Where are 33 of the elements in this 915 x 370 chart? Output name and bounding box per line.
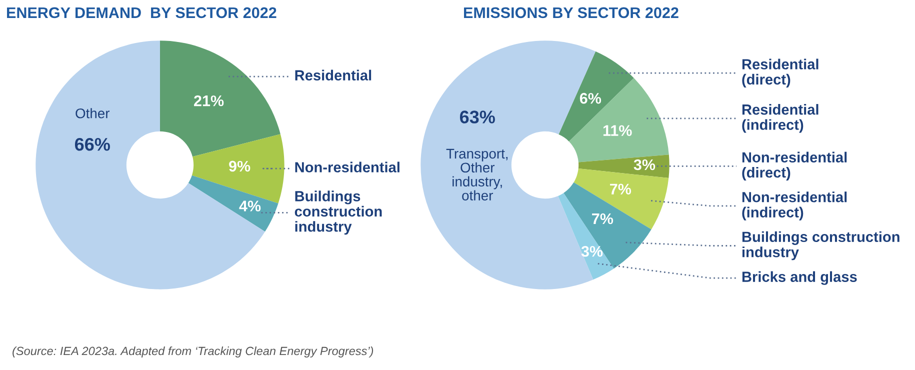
donut-slice [574,168,669,230]
data-label: 3% [634,159,656,170]
slice-label: Non-residential (direct) [742,152,847,181]
slice-label: Non-residential [295,162,400,172]
donut-slice [160,40,280,157]
slice-label: Residential [295,70,372,80]
donut-slice [36,40,265,290]
donut-slice [558,51,634,142]
slice-label: Other [76,108,110,118]
data-label: 4% [239,200,261,212]
donut-slice [578,154,670,178]
slice-label: Buildings construction industry [742,231,900,260]
slice-label: Non-residential (indirect) [742,192,847,220]
donut-slice [564,182,652,269]
slice-label: Transport, Other industry, other [446,148,508,200]
donut-slice [558,192,614,280]
data-label: 3% [581,246,603,257]
chart-title: EMISSIONS BY SECTOR 2022 [464,7,678,18]
data-label: 63% [460,110,495,124]
data-label: 21% [194,95,224,106]
slice-label: Residential (direct) [742,58,818,88]
text: (Source: IEA 2023a. Adapted from ‘Tracking Clean Energy Progress’) [12,346,374,358]
slice-label: Buildings construction industry [294,190,382,235]
slice-label: Residential (indirect) [742,104,818,133]
donut-slice [188,175,278,232]
data-label: 66% [74,138,110,151]
chart-title: ENERGY DEMAND BY SECTOR 2022 [7,7,276,18]
data-label: 6% [580,92,602,104]
slice-label: Bricks and glass [742,271,857,285]
data-label: 9% [229,160,250,172]
data-label: 11% [603,125,632,136]
data-label: 7% [610,184,632,194]
data-label: 7% [592,213,614,224]
